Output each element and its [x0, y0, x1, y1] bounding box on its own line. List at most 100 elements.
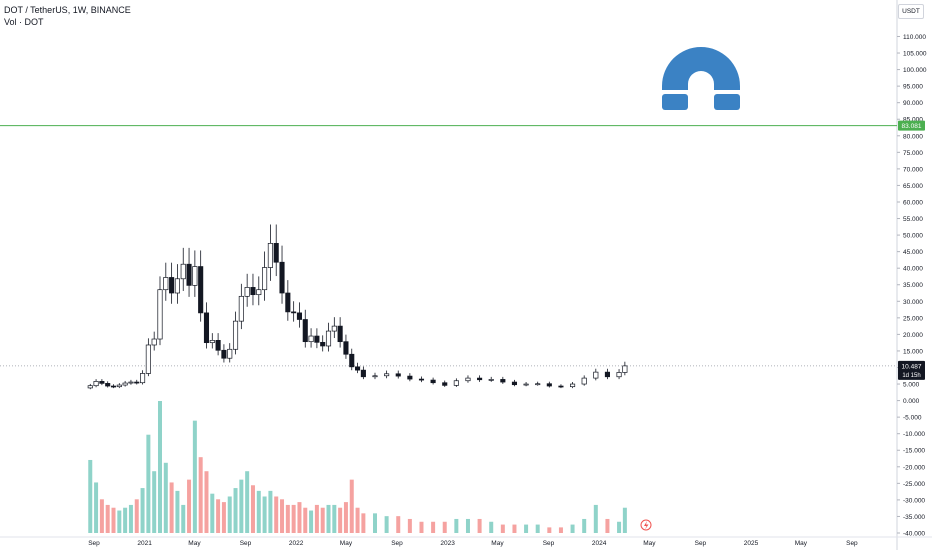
- price-tick-label: 80.000: [903, 133, 923, 140]
- volume-bar: [338, 507, 343, 533]
- horizontal-line-label: 83.081: [902, 123, 922, 130]
- candle-body: [442, 382, 448, 386]
- price-tick-label: 85.000: [903, 117, 923, 124]
- candle-body: [465, 377, 471, 382]
- candle-body: [355, 366, 361, 371]
- volume-bar: [500, 524, 505, 533]
- candle-body: [546, 383, 552, 387]
- price-tick-label: 5.000: [903, 382, 920, 389]
- price-tick-label: 90.000: [903, 100, 923, 107]
- volume-bar: [146, 434, 151, 533]
- candle: [500, 376, 506, 384]
- candle: [221, 344, 227, 363]
- candle-body: [291, 311, 297, 314]
- time-tick-label: 2024: [592, 540, 607, 547]
- candle: [256, 276, 262, 306]
- candle-body: [169, 277, 175, 294]
- time-tick-label: Sep: [695, 540, 707, 547]
- volume-bar: [239, 479, 244, 533]
- volume-bar: [582, 518, 587, 533]
- volume-bar: [477, 518, 482, 533]
- candle-body: [302, 319, 308, 343]
- candle-body: [140, 373, 146, 384]
- price-tick-label: -40.000: [903, 531, 925, 538]
- symbol-title[interactable]: DOT / TetherUS, 1W, BINANCE: [4, 5, 131, 15]
- candle-body: [453, 380, 459, 386]
- candle: [442, 380, 448, 387]
- volume-bar: [221, 502, 226, 533]
- candle: [535, 381, 541, 386]
- price-tick-label: 110.000: [903, 34, 926, 41]
- candle: [570, 382, 576, 389]
- volume-bar: [204, 471, 209, 533]
- price-tick-label: -10.000: [903, 431, 925, 438]
- volume-bar: [157, 401, 162, 533]
- volume-bar: [465, 518, 470, 533]
- price-tick-label: -20.000: [903, 464, 925, 471]
- volume-bar: [419, 521, 424, 533]
- volume-bar: [88, 459, 93, 533]
- volume-bar: [431, 521, 436, 533]
- candle-body: [593, 371, 599, 379]
- currency-button[interactable]: USDT: [898, 4, 924, 19]
- candle: [355, 362, 361, 374]
- lightning-icon[interactable]: [640, 519, 652, 531]
- volume-title[interactable]: Vol · DOT: [4, 17, 44, 27]
- volume-bar: [372, 513, 377, 533]
- price-tick-label: 65.000: [903, 183, 923, 190]
- candle-body: [93, 381, 99, 387]
- candle: [523, 382, 529, 387]
- time-tick-label: Sep: [391, 540, 403, 547]
- candle: [349, 348, 355, 371]
- logo-right-foot: [714, 94, 740, 110]
- candle: [99, 379, 105, 386]
- candle: [418, 376, 425, 383]
- candle: [186, 247, 192, 297]
- candle: [511, 379, 518, 387]
- candle-body: [244, 287, 250, 297]
- candle: [593, 368, 599, 381]
- candle-body: [477, 377, 483, 381]
- candle: [291, 301, 297, 322]
- volume-bar: [94, 482, 99, 533]
- candle-body: [523, 383, 529, 386]
- candle: [384, 370, 390, 379]
- candle-body: [122, 382, 128, 386]
- candle: [169, 262, 175, 304]
- candle: [325, 322, 332, 352]
- price-tick-label: 45.000: [903, 249, 923, 256]
- volume-bar: [349, 479, 354, 533]
- candle-body: [535, 383, 541, 386]
- volume-bar: [332, 504, 337, 533]
- candle: [430, 377, 436, 385]
- candle-body: [192, 266, 198, 286]
- time-tick-label: 2022: [289, 540, 304, 547]
- candle-body: [99, 381, 105, 384]
- volume-bar: [123, 507, 128, 533]
- volume-bar: [280, 499, 285, 533]
- volume-bar: [535, 524, 540, 533]
- candle-body: [384, 373, 390, 377]
- candle: [360, 366, 366, 380]
- candle: [273, 224, 279, 277]
- volume-bar: [181, 504, 186, 533]
- price-tick-label: 40.000: [903, 266, 923, 273]
- candle: [128, 379, 134, 385]
- volume-bar: [250, 485, 255, 533]
- price-tick-label: 55.000: [903, 216, 923, 223]
- candle: [320, 335, 326, 352]
- candle: [453, 378, 459, 387]
- volume-bar: [320, 507, 325, 533]
- price-tick-label: 75.000: [903, 150, 923, 157]
- candle-body: [145, 344, 151, 374]
- candle-body: [238, 295, 244, 322]
- candle-body: [558, 385, 564, 388]
- candle: [157, 276, 163, 346]
- candle: [232, 311, 239, 355]
- candle-body: [581, 377, 587, 385]
- candle-body: [232, 320, 239, 350]
- candle: [209, 333, 215, 349]
- time-tick-label: 2021: [137, 540, 152, 547]
